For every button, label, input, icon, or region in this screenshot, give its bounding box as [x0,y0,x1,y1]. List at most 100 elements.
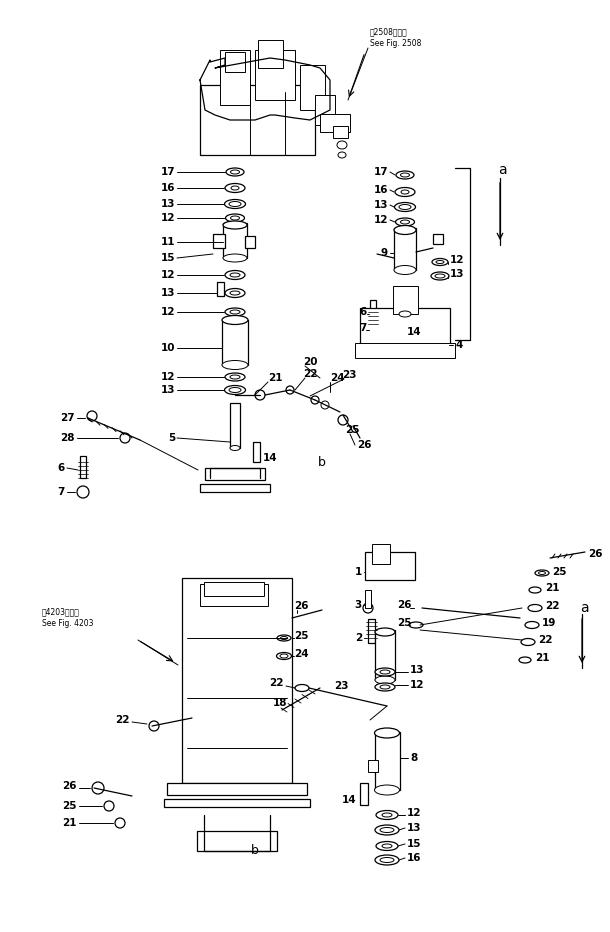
Text: 16: 16 [407,853,422,863]
Ellipse shape [432,258,448,266]
Ellipse shape [230,310,240,314]
Text: 13: 13 [160,385,175,395]
Bar [393,286,418,314]
Ellipse shape [375,628,395,636]
Bar [197,831,277,851]
Bar [255,50,295,100]
Bar [80,456,86,478]
Text: 15: 15 [407,839,422,849]
Ellipse shape [375,728,400,738]
Bar [320,114,350,132]
Ellipse shape [519,657,531,663]
Circle shape [311,396,319,404]
Ellipse shape [223,221,247,229]
Ellipse shape [399,311,411,317]
Ellipse shape [528,605,542,611]
Text: 6: 6 [58,463,65,473]
Circle shape [255,390,265,400]
Text: 第2508図参照: 第2508図参照 [370,28,407,36]
Polygon shape [200,58,330,120]
Text: 26: 26 [294,601,309,611]
Ellipse shape [281,637,287,639]
Ellipse shape [224,386,245,394]
Text: 23: 23 [342,370,356,380]
Ellipse shape [395,202,415,212]
Bar [370,300,376,322]
Ellipse shape [375,668,395,676]
Ellipse shape [395,187,415,197]
Text: 12: 12 [160,372,175,382]
Bar [220,50,250,105]
Text: 1: 1 [355,567,362,577]
Ellipse shape [376,842,398,851]
Text: 20: 20 [303,357,317,367]
Ellipse shape [295,684,309,692]
Circle shape [149,721,159,731]
Bar [355,343,455,358]
Ellipse shape [521,638,535,646]
Circle shape [87,411,97,421]
Ellipse shape [380,685,390,689]
Ellipse shape [225,270,245,280]
Text: 13: 13 [160,199,175,209]
Text: 25: 25 [398,618,412,628]
Text: See Fig. 4203: See Fig. 4203 [42,620,93,628]
Text: 17: 17 [160,167,175,177]
Text: 12: 12 [410,680,425,690]
Ellipse shape [375,825,399,835]
Bar [225,52,245,72]
Text: 26: 26 [588,549,603,559]
Ellipse shape [231,170,240,174]
Ellipse shape [231,186,239,190]
Text: 25: 25 [294,631,309,641]
Bar [245,236,255,248]
Text: 16: 16 [160,183,175,193]
Text: 12: 12 [160,270,175,280]
Bar [200,584,268,606]
Bar [433,234,443,244]
Circle shape [338,415,348,425]
Bar [394,228,416,270]
Bar [315,95,335,125]
Bar [164,799,310,807]
Ellipse shape [230,375,240,379]
Text: 24: 24 [294,649,309,659]
Text: 17: 17 [373,167,388,177]
Ellipse shape [431,272,449,280]
Text: a: a [580,601,589,615]
Ellipse shape [436,261,444,264]
Ellipse shape [375,676,395,684]
Text: 22: 22 [545,601,559,611]
Text: b: b [251,843,259,857]
Bar [300,65,325,110]
Ellipse shape [375,785,400,795]
Circle shape [77,486,89,498]
Ellipse shape [230,445,240,450]
Text: 2: 2 [355,633,362,643]
Bar [375,630,395,680]
Ellipse shape [394,226,416,235]
Text: 25: 25 [345,425,359,435]
Ellipse shape [224,199,245,209]
Text: 4: 4 [455,340,462,350]
Text: 21: 21 [62,818,77,828]
Bar [368,760,378,772]
Text: 13: 13 [160,288,175,298]
Bar [365,552,415,580]
Text: 9: 9 [381,248,388,258]
Bar [217,282,224,296]
Ellipse shape [535,570,549,576]
Text: 27: 27 [60,413,75,423]
Ellipse shape [222,361,248,369]
Text: 22: 22 [270,678,284,688]
Bar [253,442,260,462]
Ellipse shape [401,190,409,194]
Ellipse shape [375,683,395,691]
Bar [360,783,368,805]
Ellipse shape [338,152,346,158]
Text: 25: 25 [552,567,567,577]
Text: 11: 11 [160,237,175,247]
Ellipse shape [525,622,539,628]
Text: 21: 21 [268,373,282,383]
Text: 5: 5 [168,433,175,443]
